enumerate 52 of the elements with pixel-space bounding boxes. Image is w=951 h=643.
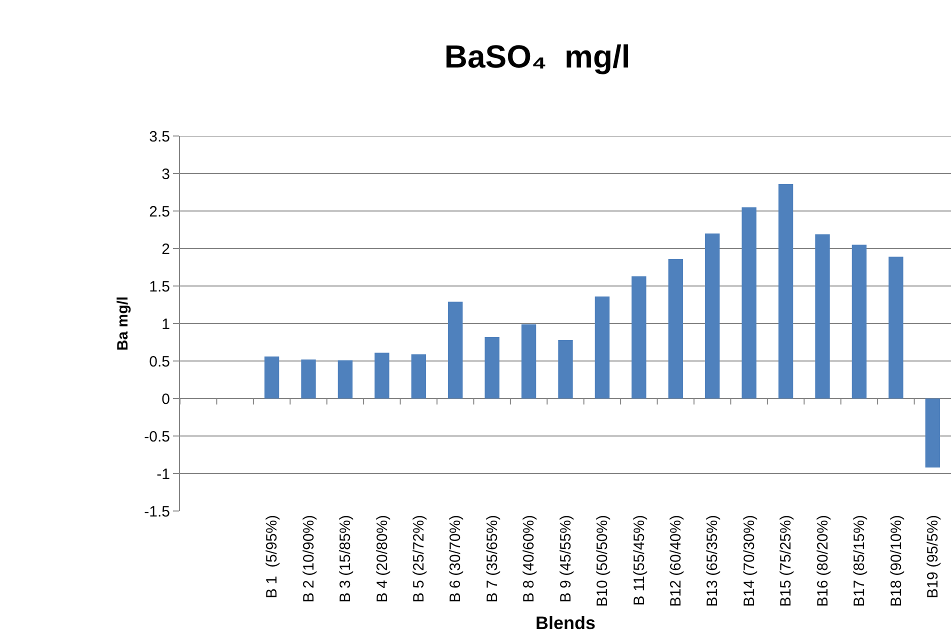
y-tick-label: -0.5 — [144, 428, 170, 446]
x-tick-label: B 11(55/45%) — [630, 514, 648, 606]
bar — [484, 337, 500, 398]
bar — [852, 244, 867, 398]
x-tick-label: B12 (60/40%) — [668, 515, 685, 607]
y-tick-label: 0.5 — [149, 353, 170, 370]
x-tick-label: B 3 (15/85%) — [337, 514, 354, 603]
bar — [264, 356, 280, 398]
chart-title: BaSO₄ mg/l — [444, 38, 630, 74]
x-tick-label: B15 (75/25%) — [778, 515, 795, 607]
y-tick-label: -1.5 — [144, 503, 170, 520]
y-tick-label: 2.5 — [149, 203, 170, 220]
bar — [888, 256, 904, 398]
x-tick-label: B 9 (45/55%) — [557, 514, 574, 603]
y-tick-label: 3 — [162, 166, 170, 183]
x-tick-label: B 7 (35/65%) — [484, 514, 501, 603]
bar — [925, 398, 940, 468]
y-tick-label: 3.5 — [149, 128, 170, 146]
x-tick-label: B16 (80/20%) — [814, 515, 832, 607]
x-tick-label: B 8 (40/60%) — [520, 514, 538, 603]
bar — [632, 276, 646, 398]
bar — [668, 259, 683, 398]
x-tick-label: B13 (65/35%) — [704, 515, 722, 607]
y-tick-label: -1 — [156, 466, 170, 483]
bar — [815, 234, 830, 398]
x-tick-label: B 6 (30/70%) — [447, 514, 464, 603]
x-tick-label: B 5 (25/72%) — [410, 514, 428, 603]
x-axis-title: Blends — [535, 612, 596, 633]
x-tick-label: B10 (50/50%) — [594, 515, 612, 607]
bar — [594, 296, 610, 398]
bar — [558, 340, 573, 398]
x-tick-label: B 4 (20/80%) — [374, 514, 391, 603]
bar — [742, 207, 756, 398]
bar — [411, 354, 426, 398]
x-tick-label: B18 (90/10%) — [888, 515, 905, 607]
x-tick-label: B 2 (10/90%) — [300, 514, 318, 603]
x-tick-label: B 1 (5/95%) — [264, 515, 281, 598]
y-tick-label: 2 — [162, 240, 170, 258]
bar — [521, 324, 536, 398]
bar — [374, 352, 390, 398]
y-tick-label: 1.5 — [149, 278, 170, 296]
bar — [705, 234, 720, 398]
y-tick-label: 1 — [162, 316, 170, 333]
x-tick-label: B14 (70/30%) — [740, 515, 758, 607]
bar — [301, 360, 316, 398]
y-axis-title: Ba mg/l — [114, 296, 132, 351]
y-tick-label: 0 — [162, 390, 170, 408]
bar — [338, 360, 353, 398]
bar — [448, 302, 463, 398]
bar — [778, 184, 794, 398]
x-tick-label: B19 (95/5%) — [924, 515, 942, 598]
x-tick-label: B17 (85/15%) — [851, 515, 868, 607]
